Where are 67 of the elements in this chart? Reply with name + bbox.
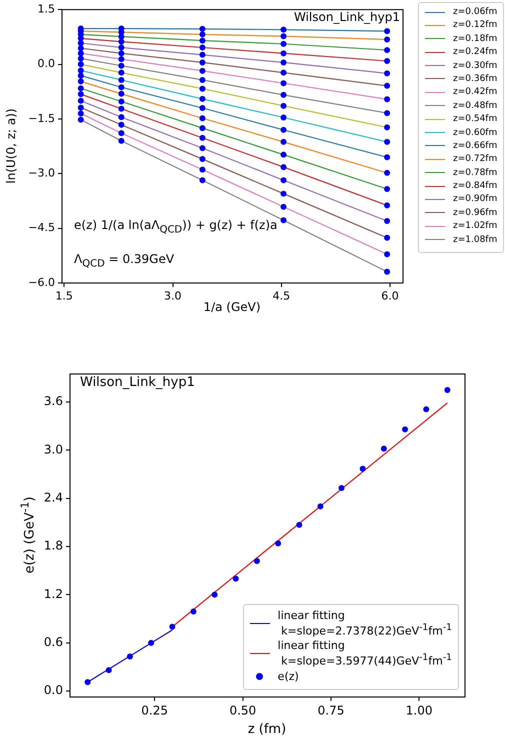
- point: [380, 446, 387, 452]
- legend-label: z=0.30fm: [453, 60, 498, 71]
- point: [106, 667, 112, 674]
- point: [317, 503, 324, 510]
- point: [338, 484, 345, 491]
- y-tick-label: −3.0: [28, 166, 55, 180]
- y-tick-label: 1.5: [38, 2, 55, 16]
- legend-label: z=0.84fm: [453, 181, 498, 192]
- point: [232, 576, 239, 582]
- legend-label: z=0.48fm: [453, 100, 498, 111]
- legend-label: z=0.72fm: [453, 154, 498, 164]
- annotation: Wilson_Link_hyp1: [294, 10, 400, 24]
- x-tick-label: 0.25: [141, 703, 168, 718]
- legend-label: z=1.08fm: [453, 234, 498, 245]
- legend-label: z=1.02fm: [453, 221, 498, 232]
- legend-label: z=0.36fm: [453, 74, 498, 84]
- x-tick-label: 4.5: [272, 289, 290, 302]
- x-tick-label: 3.0: [164, 289, 182, 302]
- legend-label: z=0.78fm: [453, 168, 498, 178]
- point: [126, 653, 133, 660]
- legend-label: z=0.24fm: [453, 47, 498, 58]
- x-tick-label: 6.0: [381, 289, 399, 302]
- point: [296, 522, 302, 528]
- legend-label: z=0.12fm: [453, 20, 498, 30]
- y-tick-label: 0.6: [44, 634, 63, 649]
- legend-label: z=0.90fm: [453, 194, 498, 204]
- x-axis-title: z (fm): [248, 722, 286, 737]
- x-tick-label: 1.5: [55, 289, 73, 302]
- point: [190, 608, 196, 615]
- y-tick-label: 0.0: [44, 683, 63, 698]
- annotation: e(z) 1/(a ln(aΛ$_{QCD}$)) + g(z) + f(z)a: [74, 218, 278, 236]
- annotation: Wilson_Link_hyp1: [80, 375, 195, 390]
- y-tick-label: −1.5: [28, 112, 55, 125]
- legend-label: z=0.96fm: [453, 208, 498, 218]
- legend-label: linear fitting k=slope=2.7378(22)GeV$^{-1}$fm$^{-1}$: [278, 608, 452, 638]
- point: [84, 679, 91, 686]
- legend-label: z=0.60fm: [453, 128, 498, 138]
- y-tick-label: 0.0: [38, 57, 55, 70]
- point: [212, 592, 218, 598]
- legend-label: z=0.54fm: [453, 114, 498, 124]
- annotation: Λ$_{QCD}$ = 0.39GeV: [74, 252, 174, 270]
- legend-label: z=0.66fm: [453, 140, 498, 151]
- legend-label: linear fitting k=slope=3.5977(44)GeV$^{-1}$fm$^{-1}$: [278, 639, 452, 668]
- y-tick-label: 1.2: [44, 586, 63, 601]
- y-tick-label: −4.5: [28, 221, 55, 234]
- y-tick-label: −6.0: [28, 276, 55, 289]
- legend-label: z=0.18fm: [453, 34, 498, 44]
- y-tick-label: 2.4: [44, 490, 63, 505]
- x-tick-label: 0.50: [229, 703, 256, 718]
- legend-label: z=0.42fm: [453, 87, 498, 98]
- point: [148, 640, 154, 646]
- point: [254, 558, 260, 564]
- point: [402, 426, 408, 432]
- point: [360, 466, 366, 472]
- legend-label: e(z): [278, 670, 299, 683]
- point: [444, 387, 450, 394]
- y-tick-label: 3.6: [44, 394, 63, 408]
- legend-label: z=0.06fm: [453, 7, 498, 17]
- y-tick-label: 3.0: [44, 442, 63, 456]
- y-axis-title: ln(U(0, z; a)): [4, 108, 18, 184]
- x-tick-label: 1.00: [406, 703, 433, 718]
- x-axis-title: 1/a (GeV): [203, 300, 261, 314]
- y-tick-label: 1.8: [44, 538, 63, 553]
- point: [423, 406, 430, 412]
- point: [275, 540, 282, 546]
- x-tick-label: 0.75: [318, 703, 344, 718]
- point: [169, 624, 176, 630]
